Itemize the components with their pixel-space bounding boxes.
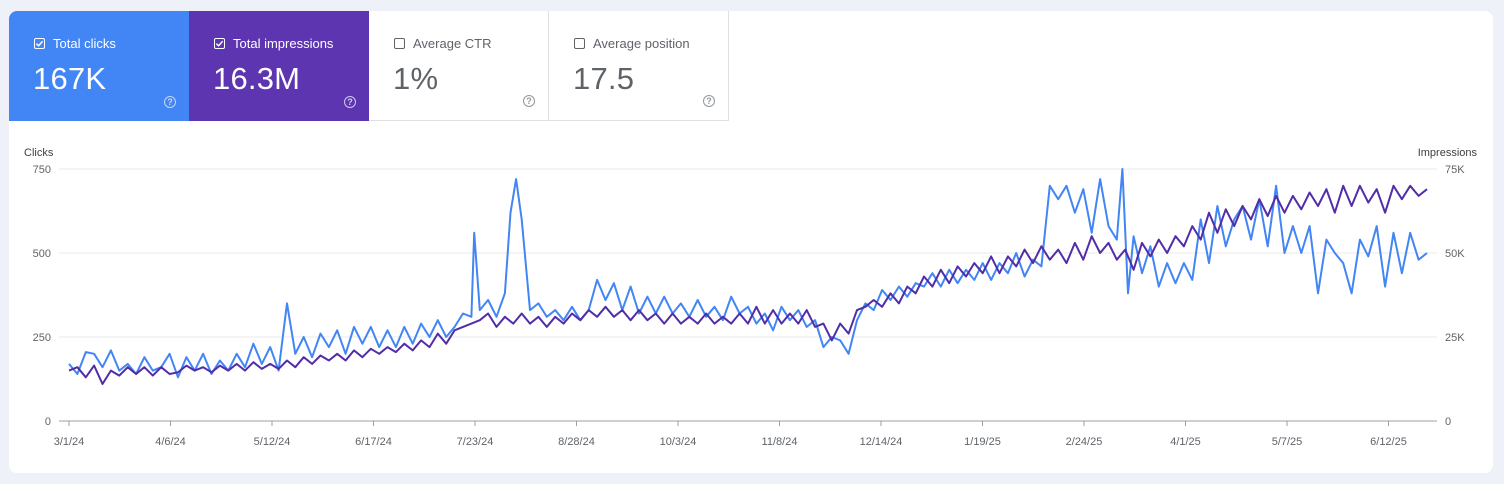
x-tick-label: 1/19/25 [964,436,1001,448]
checkbox-checked-icon[interactable] [34,38,45,49]
chart-gridlines [59,168,1437,426]
metric-label: Average position [593,36,690,51]
y-right-tick-labels: 0 25K 50K 75K [1445,164,1465,428]
x-tick-label: 2/24/25 [1066,436,1103,448]
x-tick-label: 12/14/24 [860,436,903,448]
series-line-clicks [68,168,1428,379]
y-right-tick-label: 25K [1445,332,1465,344]
help-icon[interactable]: ? [523,95,535,107]
performance-card: Total clicks 167K ? Total impressions 16… [9,11,1493,473]
metric-label: Total clicks [53,36,116,51]
x-tick-label: 4/1/25 [1170,436,1201,448]
help-icon[interactable]: ? [703,95,715,107]
help-icon[interactable]: ? [164,96,176,108]
metric-total-clicks[interactable]: Total clicks 167K ? [9,11,189,121]
metric-average-position[interactable]: Average position 17.5 ? [549,11,729,121]
y-left-tick-label: 0 [45,416,51,428]
x-tick-label: 7/23/24 [457,436,494,448]
x-tick-label: 11/8/24 [762,436,798,448]
metric-tabs: Total clicks 167K ? Total impressions 16… [9,11,729,121]
checkbox-checked-icon[interactable] [214,38,225,49]
metric-value: 17.5 [573,61,635,96]
x-tick-labels: 3/1/24 4/6/24 5/12/24 6/17/24 7/23/24 8/28/24… [54,436,1407,448]
x-tick-label: 3/1/24 [54,436,85,448]
x-tick-label: 5/7/25 [1272,436,1303,448]
x-tick-label: 6/17/24 [355,436,392,448]
y-right-tick-label: 0 [1445,416,1451,428]
y-left-tick-label: 250 [33,332,51,344]
y-right-axis-title: Impressions [1418,147,1478,159]
metric-average-ctr[interactable]: Average CTR 1% ? [369,11,549,121]
x-tick-label: 4/6/24 [155,436,186,448]
checkbox-unchecked-icon[interactable] [394,38,405,49]
x-tick-label: 5/12/24 [254,436,291,448]
y-left-tick-labels: 0 250 500 750 [33,164,51,428]
series-line-impressions [68,184,1428,385]
checkbox-unchecked-icon[interactable] [574,38,585,49]
chart-series [68,168,1428,385]
metric-value: 1% [393,61,439,96]
metric-value: 167K [33,61,107,96]
y-right-tick-label: 75K [1445,164,1465,176]
help-icon[interactable]: ? [344,96,356,108]
performance-chart: Clicks Impressions 0 250 500 750 0 25K 50K 75K… [24,147,1478,448]
x-tick-label: 6/12/25 [1370,436,1407,448]
metric-total-impressions[interactable]: Total impressions 16.3M ? [189,11,369,121]
metric-label: Total impressions [233,36,334,51]
x-tick-label: 8/28/24 [558,436,595,448]
metric-value: 16.3M [213,61,301,96]
y-left-tick-label: 500 [33,248,51,260]
y-left-tick-label: 750 [33,164,51,176]
y-left-axis-title: Clicks [24,147,54,159]
metric-label: Average CTR [413,36,492,51]
x-tick-label: 10/3/24 [660,436,697,448]
y-right-tick-label: 50K [1445,248,1465,260]
